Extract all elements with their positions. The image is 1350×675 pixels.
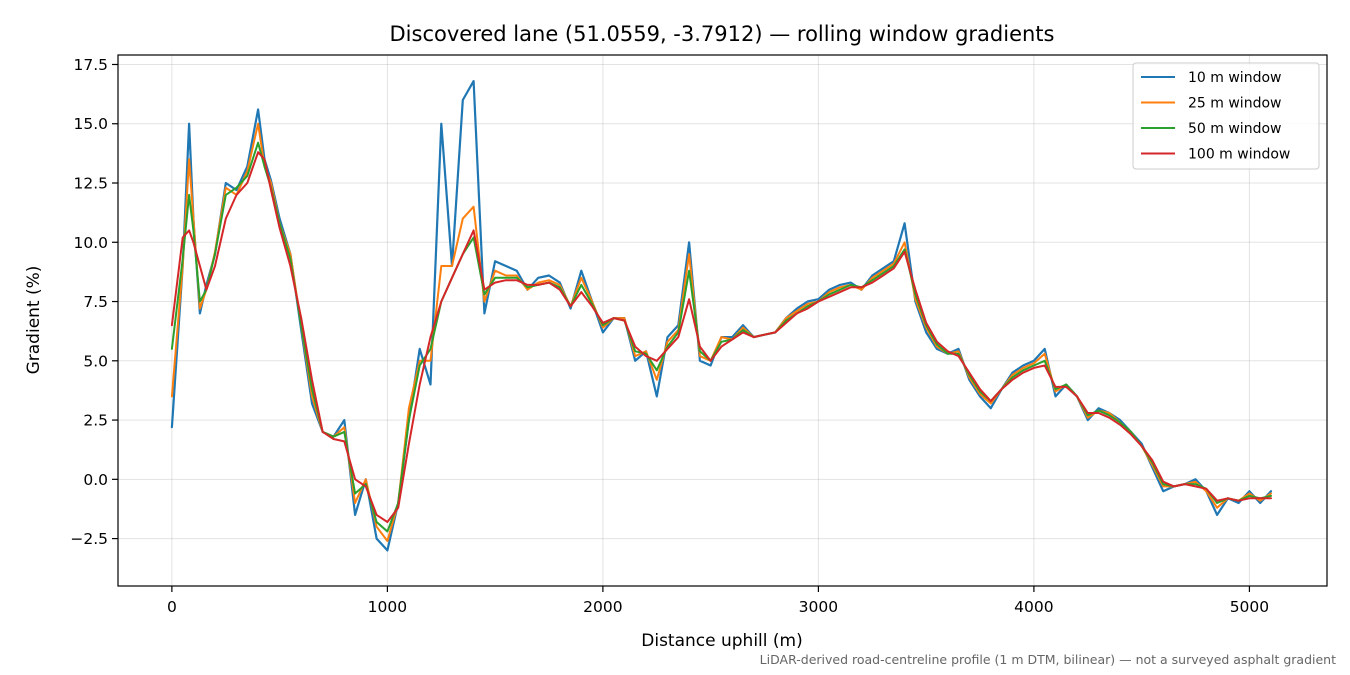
axes-frame [117,54,1328,587]
x-tick-label: 3000 [799,598,838,616]
legend-label: 100 m window [1188,147,1290,163]
y-tick-label: 7.5 [83,293,108,311]
x-tick-label: 2000 [583,598,622,616]
plot-area [170,79,1273,552]
y-tick-label: 10.0 [73,234,108,252]
series-line-4 [170,151,1272,523]
series-line-1 [170,79,1273,552]
x-axis-ticks: 0 1000 2000 3000 4000 5000 [167,586,1269,616]
legend-entries: 10 m window 25 m window 50 m window 100 m w… [1141,70,1290,163]
chart-title: Discovered lane (51.0559, -3.7912) — rol… [390,22,1055,46]
y-tick-label: −2.5 [70,530,108,548]
legend: 10 m window 25 m window 50 m window 100 m w… [1132,62,1320,170]
x-tick-label: 4000 [1014,598,1053,616]
y-tick-label: 0.0 [83,471,108,489]
y-tick-label: 5.0 [83,352,108,370]
legend-box [1132,62,1320,170]
y-tick-label: 15.0 [73,115,108,133]
x-tick-label: 1000 [368,598,407,616]
y-tick-label: 2.5 [83,412,108,430]
x-axis-label: Distance uphill (m) [641,631,802,651]
y-tick-label: 17.5 [73,56,108,74]
legend-label: 50 m window [1188,121,1281,137]
series-line-2 [170,122,1272,542]
footnote: LiDAR-derived road-centreline profile (1… [760,652,1336,667]
y-tick-label: 12.5 [73,175,108,193]
legend-label: 25 m window [1188,96,1281,112]
y-axis-label: Gradient (%) [24,266,44,375]
x-tick-label: 0 [167,598,177,616]
y-axis-ticks: −2.5 0.0 2.5 5.0 7.5 10.0 12.5 15.0 17.5 [70,56,118,548]
x-tick-label: 5000 [1230,598,1269,616]
legend-label: 10 m window [1188,70,1281,86]
